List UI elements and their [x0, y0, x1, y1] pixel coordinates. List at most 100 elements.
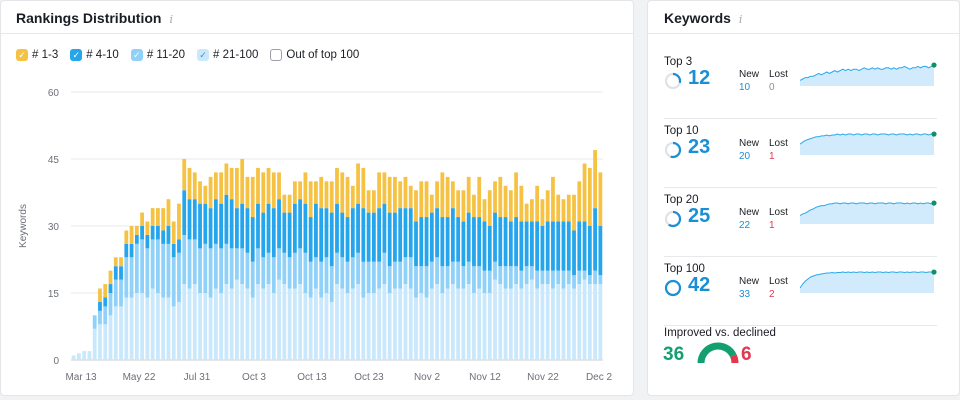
bar-segment	[408, 208, 413, 258]
bar-segment	[487, 190, 492, 226]
bar-segment	[561, 221, 566, 271]
title-divider	[1, 33, 633, 34]
checkbox-checked-icon[interactable]: ✓	[70, 49, 83, 61]
lost-count[interactable]: 1	[769, 151, 775, 162]
bar-segment	[156, 293, 160, 360]
bar-segment	[314, 181, 318, 204]
checkbox-checked-icon[interactable]: ✓	[196, 49, 209, 61]
info-icon[interactable]: i	[738, 13, 743, 26]
improved-count: 36	[663, 344, 685, 365]
bar-segment	[514, 284, 518, 360]
bar-segment	[556, 270, 561, 285]
x-tick-label: Nov 12	[469, 372, 501, 383]
progress-ring-icon	[664, 210, 682, 228]
legend-item[interactable]: Out of top 100	[270, 49, 359, 61]
bar-segment	[408, 288, 413, 360]
bar-segment	[119, 279, 123, 307]
bar-segment	[403, 284, 408, 360]
bar-segment	[566, 284, 571, 360]
new-count[interactable]: 22	[739, 220, 751, 231]
bar-segment	[129, 243, 134, 258]
bar-segment	[566, 194, 571, 222]
keyword-row[interactable]: Top 3 12 New Lost 10 0	[664, 50, 937, 118]
legend-item[interactable]: ✓ # 4-10	[70, 49, 119, 61]
bar-segment	[150, 239, 155, 289]
bar-segment	[271, 172, 276, 209]
legend-item[interactable]: ✓ # 1-3	[16, 49, 58, 61]
info-icon[interactable]: i	[169, 13, 173, 26]
bar-segment	[429, 261, 434, 289]
bar-segment	[403, 257, 408, 285]
bar-segment	[393, 212, 397, 262]
bar-segment	[92, 315, 97, 329]
bar-segment	[566, 270, 571, 285]
bar-segment	[419, 217, 424, 267]
bar-segment	[134, 243, 139, 293]
bar-segment	[140, 226, 144, 240]
improved-declined-gauge	[697, 342, 739, 364]
bar-segment	[450, 181, 455, 209]
x-tick-label: Nov 22	[527, 372, 559, 383]
bar-segment	[551, 270, 555, 289]
keyword-count[interactable]: 42	[688, 274, 711, 296]
bar-segment	[182, 159, 187, 191]
bar-segment	[177, 252, 181, 302]
bar-segment	[229, 199, 234, 249]
keyword-count[interactable]: 25	[688, 205, 711, 227]
keyword-row[interactable]: Top 100 42 New Lost 33 2	[664, 257, 937, 325]
bar-segment	[145, 248, 150, 298]
progress-ring-icon	[664, 279, 682, 297]
bar-segment	[256, 167, 260, 204]
bar-segment	[419, 293, 424, 360]
bar-segment	[598, 172, 603, 226]
bar-segment	[414, 266, 418, 298]
bar-segment	[145, 234, 150, 249]
bar-segment	[572, 230, 576, 276]
bar-segment	[350, 257, 355, 289]
new-count[interactable]: 33	[739, 289, 751, 300]
keyword-row[interactable]: Top 20 25 New Lost 22 1	[664, 188, 937, 256]
bar-segment	[382, 172, 387, 204]
x-tick-label: Oct 3	[242, 372, 266, 383]
bar-segment	[171, 257, 176, 307]
bar-segment	[393, 261, 397, 289]
bar-segment	[98, 288, 102, 302]
bar-segment	[314, 288, 318, 360]
bar-segment	[240, 159, 245, 204]
bar-segment	[524, 221, 529, 267]
bar-segment	[398, 261, 403, 289]
keyword-count[interactable]: 23	[688, 136, 711, 158]
bar-segment	[287, 288, 292, 360]
bar-segment	[187, 199, 192, 240]
new-count[interactable]: 20	[739, 151, 751, 162]
bar-segment	[477, 217, 482, 267]
legend-item[interactable]: ✓ # 11-20	[130, 49, 185, 61]
bar-segment	[156, 226, 160, 240]
bar-segment	[587, 167, 592, 226]
bar-segment	[340, 212, 345, 258]
checkbox-checked-icon[interactable]: ✓	[130, 49, 143, 61]
y-tick-label: 0	[53, 356, 59, 367]
bar-segment	[335, 167, 339, 204]
bar-segment	[298, 248, 303, 285]
lost-count[interactable]: 2	[769, 289, 775, 300]
keyword-row[interactable]: Top 10 23 New Lost 20 1	[664, 119, 937, 187]
bar-segment	[303, 293, 308, 360]
bar-segment	[287, 194, 292, 213]
bar-segment	[429, 194, 434, 213]
bar-segment	[545, 190, 550, 222]
bar-segment	[551, 176, 555, 222]
checkbox-checked-icon[interactable]: ✓	[16, 49, 28, 61]
bar-segment	[298, 284, 303, 360]
bar-segment	[108, 270, 113, 285]
new-count[interactable]: 10	[739, 82, 751, 93]
lost-count[interactable]: 1	[769, 220, 775, 231]
bar-segment	[256, 284, 260, 360]
bar-segment	[540, 284, 545, 360]
keyword-count[interactable]: 12	[688, 67, 711, 89]
bar-segment	[245, 176, 250, 209]
checkbox-unchecked-icon[interactable]	[270, 49, 283, 61]
bar-segment	[192, 172, 197, 200]
lost-count[interactable]: 0	[769, 82, 775, 93]
legend-item[interactable]: ✓ # 21-100	[196, 49, 258, 61]
